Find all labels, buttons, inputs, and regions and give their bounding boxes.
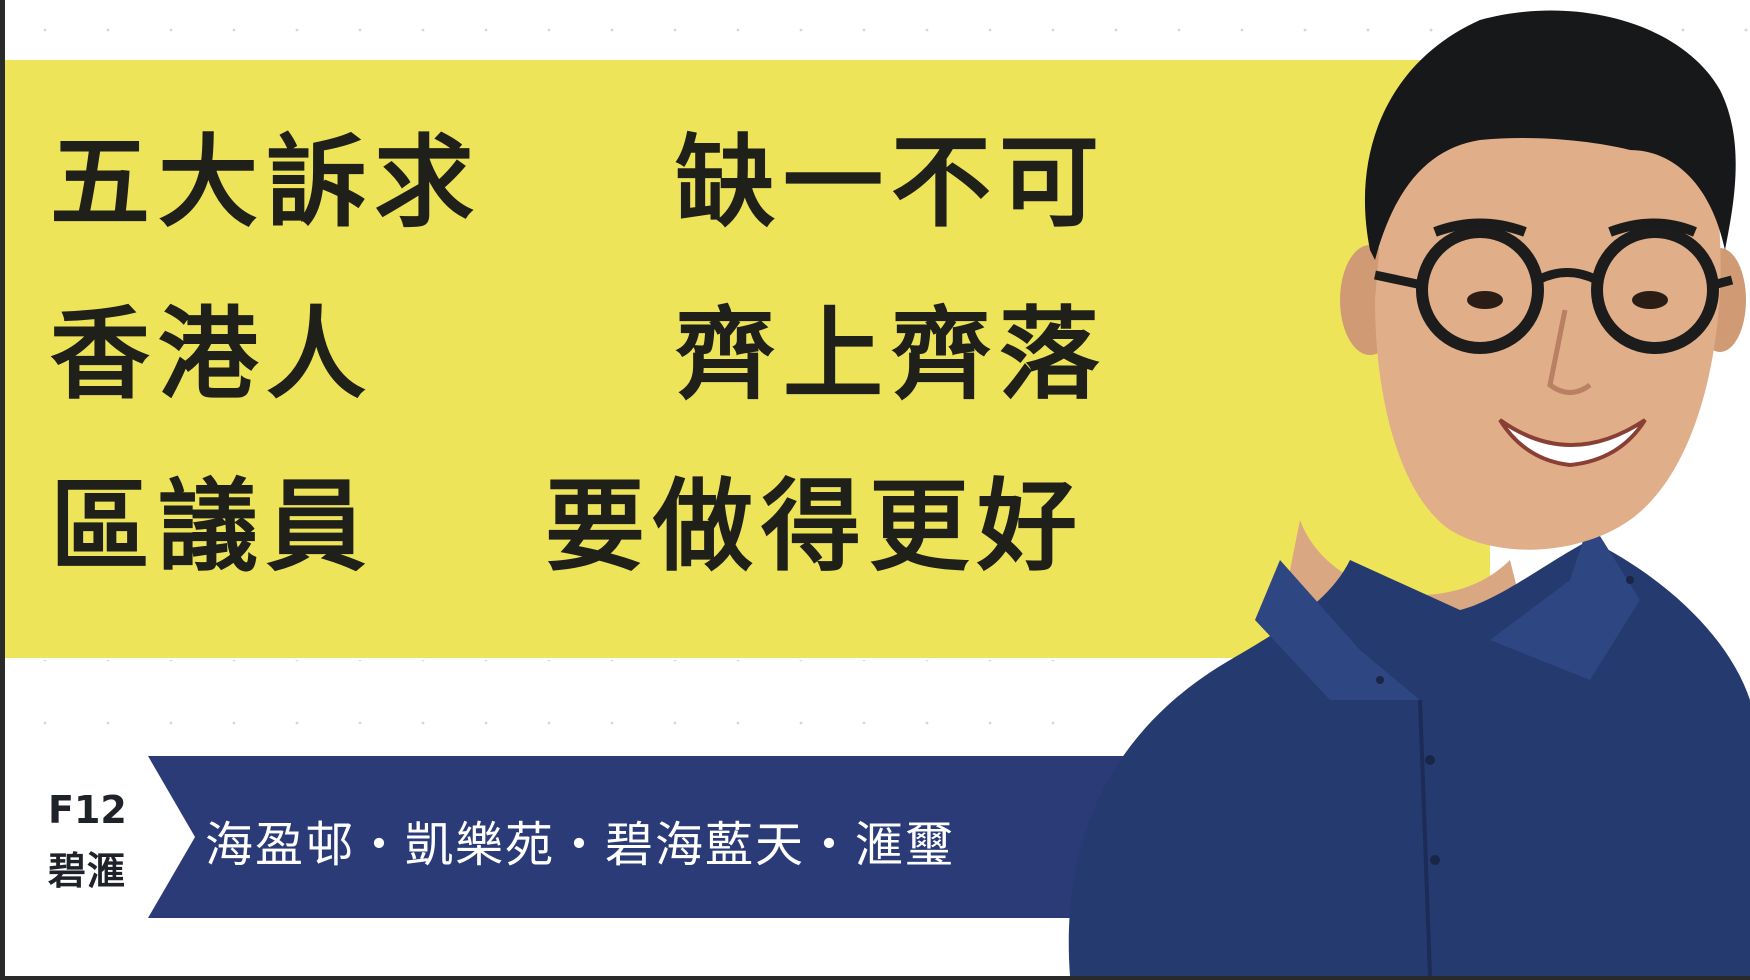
bottom-border xyxy=(0,976,1750,980)
yellow-banner xyxy=(5,60,1490,658)
left-border xyxy=(0,0,5,980)
constituency-code: F12 xyxy=(48,788,127,832)
slogan-district-councillor: 區議員 xyxy=(50,468,374,585)
constituency-name: 碧滙 xyxy=(48,849,127,893)
slogan-five-demands: 五大訴求 xyxy=(50,124,482,241)
candidate-portrait xyxy=(1068,10,1750,976)
slogan-together: 齊上齊落 xyxy=(675,296,1107,413)
estates-list: 海盈邨・凱樂苑・碧海藍天・滙璽 xyxy=(205,817,956,873)
slogan-do-better: 要做得更好 xyxy=(545,468,1085,585)
slogan-hongkongers: 香港人 xyxy=(50,296,374,413)
slogan-not-one-less: 缺一不可 xyxy=(675,124,1107,241)
